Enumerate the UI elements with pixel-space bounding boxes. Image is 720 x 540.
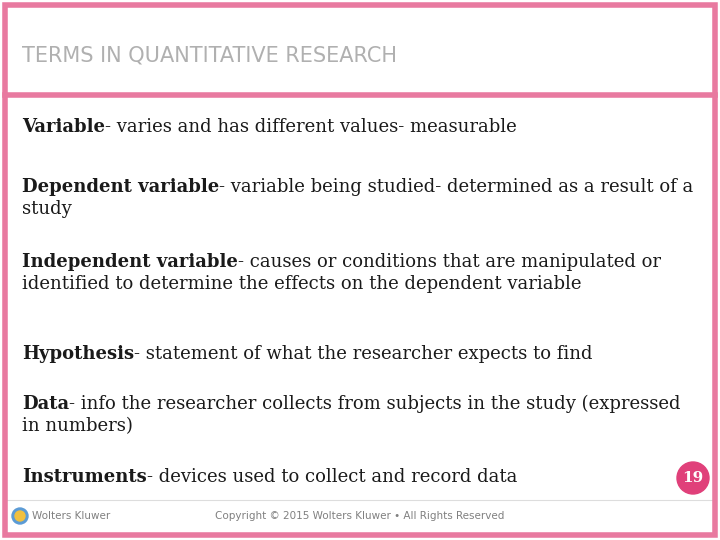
Text: Variable: Variable <box>22 118 105 136</box>
Text: Data: Data <box>22 395 69 413</box>
Text: Instruments: Instruments <box>22 468 147 486</box>
Circle shape <box>12 508 28 524</box>
Text: - statement of what the researcher expects to find: - statement of what the researcher expec… <box>134 345 593 363</box>
Text: study: study <box>22 200 72 218</box>
Text: - info the researcher collects from subjects in the study (expressed: - info the researcher collects from subj… <box>69 395 680 413</box>
Text: identified to determine the effects on the dependent variable: identified to determine the effects on t… <box>22 275 582 293</box>
Text: - varies and has different values- measurable: - varies and has different values- measu… <box>105 118 517 136</box>
Text: in numbers): in numbers) <box>22 417 133 435</box>
Circle shape <box>677 462 709 494</box>
Circle shape <box>15 511 25 521</box>
Text: TERMS IN QUANTITATIVE RESEARCH: TERMS IN QUANTITATIVE RESEARCH <box>22 45 397 65</box>
Text: - devices used to collect and record data: - devices used to collect and record dat… <box>147 468 517 486</box>
Text: 19: 19 <box>683 471 703 485</box>
Text: - causes or conditions that are manipulated or: - causes or conditions that are manipula… <box>238 253 661 271</box>
Text: Hypothesis: Hypothesis <box>22 345 134 363</box>
Text: Copyright © 2015 Wolters Kluwer • All Rights Reserved: Copyright © 2015 Wolters Kluwer • All Ri… <box>215 511 505 521</box>
Text: Wolters Kluwer: Wolters Kluwer <box>32 511 110 521</box>
Text: Independent variable: Independent variable <box>22 253 238 271</box>
Text: - variable being studied- determined as a result of a: - variable being studied- determined as … <box>220 178 693 196</box>
Text: Dependent variable: Dependent variable <box>22 178 220 196</box>
